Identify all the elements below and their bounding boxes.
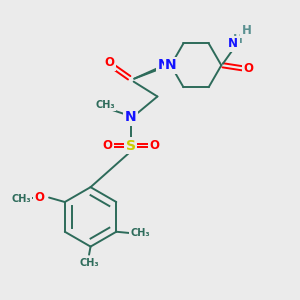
Text: O: O (149, 139, 159, 152)
Text: CH₃: CH₃ (131, 228, 151, 238)
Text: N: N (158, 58, 169, 72)
Text: H: H (233, 33, 243, 46)
Text: S: S (126, 139, 136, 152)
Text: N: N (165, 58, 177, 72)
Text: H: H (242, 24, 251, 37)
Text: O: O (243, 62, 253, 75)
Text: CH₃: CH₃ (11, 194, 31, 204)
Text: O: O (34, 191, 45, 204)
Text: CH₃: CH₃ (79, 258, 99, 268)
Text: N: N (228, 38, 238, 50)
Text: N: N (125, 110, 136, 124)
Text: O: O (102, 139, 112, 152)
Text: O: O (104, 56, 114, 69)
Text: CH₃: CH₃ (95, 100, 115, 110)
